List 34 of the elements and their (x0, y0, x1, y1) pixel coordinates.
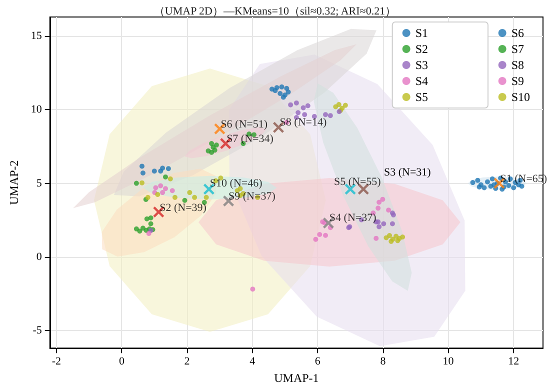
x-tick-label: 2 (184, 356, 190, 368)
legend-label: S10 (511, 90, 530, 104)
x-tick-label: 4 (250, 356, 256, 368)
x-tick-label: 8 (380, 356, 386, 368)
chart-title: （UMAP 2D）—KMeans=10（sil≈0.32; ARI≈0.21） (154, 6, 396, 18)
legend-label: S6 (511, 26, 524, 40)
annotation: S4 (N=37) (329, 212, 377, 224)
legend-label: S1 (415, 26, 428, 40)
y-tick-label: -5 (32, 324, 42, 336)
annotation: S6 (N=51) (220, 118, 268, 130)
annotation: S2 (N=39) (160, 202, 207, 214)
x-tick-label: 10 (442, 356, 454, 368)
x-tick-label: 12 (508, 356, 520, 368)
y-axis-title: UMAP-2 (7, 160, 21, 205)
y-tick-label: 15 (30, 30, 42, 42)
y-tick-label: 5 (36, 177, 42, 190)
annotation: S7 (N=34) (226, 132, 274, 145)
legend-label: S5 (415, 90, 428, 104)
x-tick-label: 6 (314, 356, 321, 368)
x-tick-label: -2 (52, 356, 62, 368)
legend-label: S3 (415, 58, 428, 72)
legend-label: S7 (511, 42, 524, 56)
legend-label: S4 (415, 74, 428, 88)
x-tick-label: 0 (118, 356, 125, 368)
y-tick-label: 10 (30, 104, 42, 116)
legend-label: S8 (511, 58, 524, 72)
y-tick-label: 0 (36, 250, 42, 263)
annotation: S10 (N=46) (210, 178, 263, 190)
annotation: S5 (N=55) (334, 176, 382, 188)
legend-label: S9 (511, 74, 524, 88)
annotation: S3 (N=31) (384, 166, 432, 178)
annotation: S8 (N=14) (280, 116, 327, 128)
x-axis-title: UMAP-1 (274, 371, 319, 385)
legend-label: S2 (415, 42, 428, 56)
